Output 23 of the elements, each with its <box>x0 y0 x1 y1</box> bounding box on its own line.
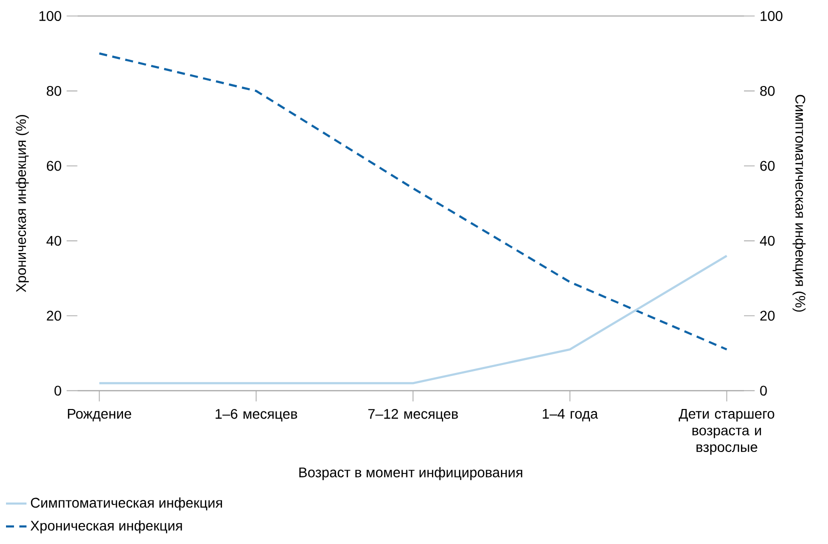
y2-tick-label: 80 <box>760 86 775 96</box>
y-tick-label: 80 <box>46 86 62 96</box>
y2-tick-label: 20 <box>760 310 775 321</box>
x-tick-label: 1–6 месяцев <box>216 408 298 422</box>
x-tick-label: 7–12 месяцев <box>368 408 458 422</box>
y-tick-label: 40 <box>46 236 62 246</box>
y2-axis-title: Симптоматическая инфекция (%) <box>792 94 806 312</box>
y2-tick-label: 0 <box>760 386 767 396</box>
y2-tick-label: 60 <box>760 160 775 171</box>
y2-tick-label: 100 <box>760 11 782 21</box>
x-axis-title: Возраст в момент инфицирования <box>299 467 522 480</box>
y-tick-label: 20 <box>46 310 62 321</box>
line-series <box>98 52 728 351</box>
x-tick-label: Рождение <box>68 408 132 422</box>
x-tick-label: Дети старшего возраста и взрослые <box>678 408 774 455</box>
y-tick-label: 100 <box>39 11 62 21</box>
y-tick-label: 60 <box>46 160 62 171</box>
x-tick-label: 1–4 года <box>542 408 598 422</box>
y-tick-label: 0 <box>54 386 62 396</box>
y-axis-title: Хроническая инфекция (%) <box>16 115 29 292</box>
legend-label: Хроническая инфекция <box>30 520 182 534</box>
legend-label: Симптоматическая инфекция <box>30 497 222 510</box>
y2-tick-label: 40 <box>760 236 775 246</box>
